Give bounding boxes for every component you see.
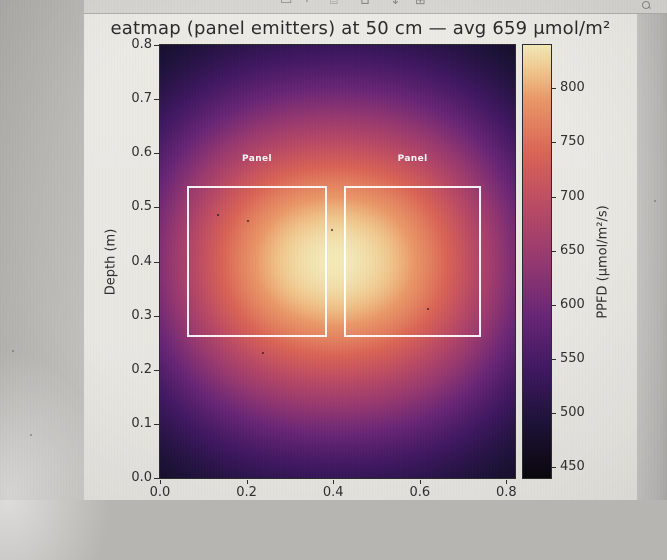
dust-speck [427,308,429,310]
dust-speck [12,350,14,352]
y-tick-label: 0.5 [131,199,152,215]
colorbar-tick-mark [552,142,556,144]
x-tick-label: 0.4 [322,485,344,500]
colorbar-label: PPFD (μmol/m²/s) [595,205,611,319]
heatmap-plot-area: Panel Panel [159,44,516,479]
x-tick-label: 0.6 [409,485,431,500]
chart-title: eatmap (panel emitters) at 50 cm — avg 6… [110,18,611,39]
colorbar-tick-label: 450 [560,459,585,475]
heatmap-canvas [160,45,515,478]
y-tick-label: 0.2 [131,361,152,377]
dust-speck [654,200,656,202]
dust-speck [262,352,264,354]
bracket-icon[interactable]: ⌐ [305,0,316,8]
panel-label-2: Panel [397,154,428,165]
y-tick-label: 0.1 [131,415,152,431]
dust-speck [247,220,249,222]
x-tick-label: 0.0 [149,485,171,500]
colorbar-tick-mark [552,88,556,90]
x-tick-label: 0.2 [236,485,257,500]
cell-icon[interactable]: ⌸ [330,0,338,8]
colorbar-tick-label: 550 [560,350,585,366]
y-tick-label: 0.0 [131,470,152,485]
y-tick-mark [154,207,159,209]
colorbar-tick-label: 700 [560,188,585,204]
search-handle [647,6,652,10]
y-tick-mark [154,478,159,479]
window-icon[interactable]: ▭ [280,0,293,8]
y-tick-mark [154,423,159,425]
union-icon[interactable]: ⊔ [360,0,371,8]
y-tick-label: 0.8 [131,37,152,52]
y-tick-label: 0.3 [131,307,152,323]
colorbar-tick-mark [552,413,556,415]
panel-outline-1 [186,185,328,338]
x-tick-mark [160,480,161,484]
colorbar-tick-mark [552,196,556,198]
colorbar [522,44,552,479]
dust-speck [30,434,32,436]
panel-label-1: Panel [241,154,273,165]
y-tick-label: 0.7 [131,91,152,107]
download-icon[interactable]: ↓ [390,0,401,8]
grid-icon[interactable]: ⊞ [415,0,426,8]
colorbar-tick-label: 600 [560,296,585,312]
y-tick-mark [154,153,159,155]
screen-bezel-left [0,0,120,560]
y-tick-mark [154,45,159,46]
colorbar-tick-label: 500 [560,405,585,421]
heatmap-figure: eatmap (panel emitters) at 50 cm — avg 6… [84,14,637,500]
x-tick-mark [506,480,508,484]
colorbar-tick-mark [552,304,556,306]
panel-outline-2 [344,185,482,338]
y-tick-label: 0.6 [131,145,152,161]
dust-speck [331,229,333,231]
y-tick-label: 0.4 [131,253,152,269]
colorbar-tick-mark [552,467,556,469]
y-tick-mark [154,315,159,317]
browser-toolbar: ▭ ⌐ ⌸ ⊔ ↓ ⊞ [84,0,667,14]
y-tick-mark [154,369,159,371]
colorbar-tick-mark [552,358,556,360]
x-tick-mark [333,480,335,484]
y-tick-mark [154,99,159,101]
search-lens [642,1,650,9]
x-tick-label: 0.8 [495,485,517,500]
search-icon[interactable] [642,1,652,10]
colorbar-tick-label: 650 [560,242,585,258]
y-tick-mark [154,261,159,263]
x-tick-mark [246,480,248,484]
x-tick-mark [419,480,421,484]
dust-speck [217,214,219,216]
colorbar-tick-mark [552,250,556,252]
colorbar-tick-label: 750 [560,134,585,150]
colorbar-tick-label: 800 [560,80,585,96]
screen-bezel-right [637,14,667,500]
